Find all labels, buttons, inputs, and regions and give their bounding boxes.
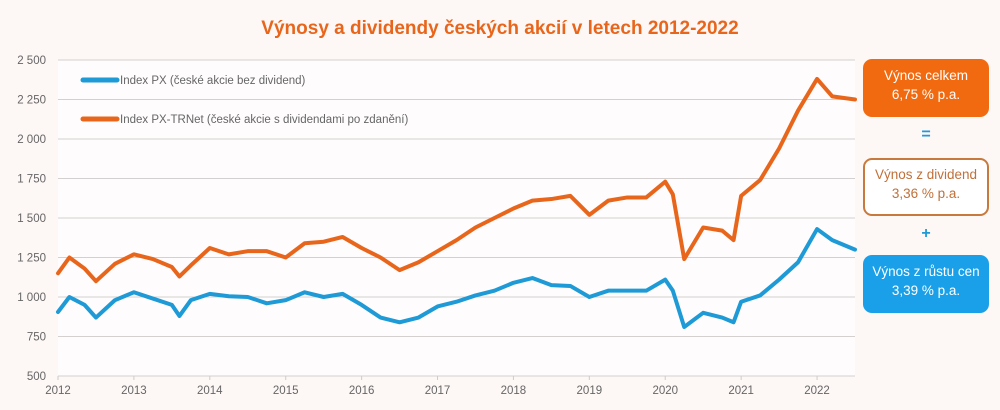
line-chart: 500 750 1 000 1 250 1 500 1 750 2 000 2 250 2 50… xyxy=(17,55,857,397)
plus-sign: + xyxy=(921,225,931,242)
y-tick-label: 2 000 xyxy=(17,134,46,146)
y-tick-label: 750 xyxy=(27,332,46,344)
total-return-box: Výnos celkem 6,75 % p.a. xyxy=(863,59,989,117)
chart-title: Výnosy a dividendy českých akcií v letec… xyxy=(261,18,739,39)
y-tick-label: 1 250 xyxy=(17,253,46,265)
legend-label: Index PX-TRNet (české akcie s dividendam… xyxy=(120,114,408,126)
growth-return-label: Výnos z růstu cen xyxy=(872,264,980,279)
y-tick-label: 2 500 xyxy=(17,55,46,67)
total-return-label: Výnos celkem xyxy=(883,68,969,83)
x-tick-label: 2019 xyxy=(577,385,603,397)
y-tick-label: 500 xyxy=(27,371,46,383)
legend-label: Index PX (české akcie bez dividend) xyxy=(120,75,306,87)
x-tick-label: 2014 xyxy=(197,385,223,397)
y-tick-label: 1 750 xyxy=(17,174,46,186)
x-tick-label: 2012 xyxy=(45,385,71,397)
y-tick-label: 2 250 xyxy=(17,95,46,107)
x-tick-label: 2015 xyxy=(273,385,299,397)
x-tick-label: 2018 xyxy=(501,385,527,397)
x-tick-label: 2022 xyxy=(804,385,830,397)
x-tick-label: 2021 xyxy=(728,385,754,397)
dividend-return-label: Výnos z dividend xyxy=(874,167,978,182)
x-tick-label: 2017 xyxy=(425,385,451,397)
y-tick-label: 1 000 xyxy=(17,292,46,304)
x-tick-label: 2020 xyxy=(652,385,678,397)
total-return-value: 6,75 % p.a. xyxy=(891,87,961,102)
growth-return-box: Výnos z růstu cen 3,39 % p.a. xyxy=(863,255,989,313)
dividend-return-box: Výnos z dividend 3,36 % p.a. xyxy=(863,158,989,216)
x-tick-label: 2013 xyxy=(121,385,147,397)
growth-return-value: 3,39 % p.a. xyxy=(891,283,961,298)
x-tick-label: 2016 xyxy=(349,385,375,397)
equals-sign: = xyxy=(921,126,931,143)
y-tick-label: 1 500 xyxy=(17,213,46,225)
dividend-return-value: 3,36 % p.a. xyxy=(891,186,961,201)
